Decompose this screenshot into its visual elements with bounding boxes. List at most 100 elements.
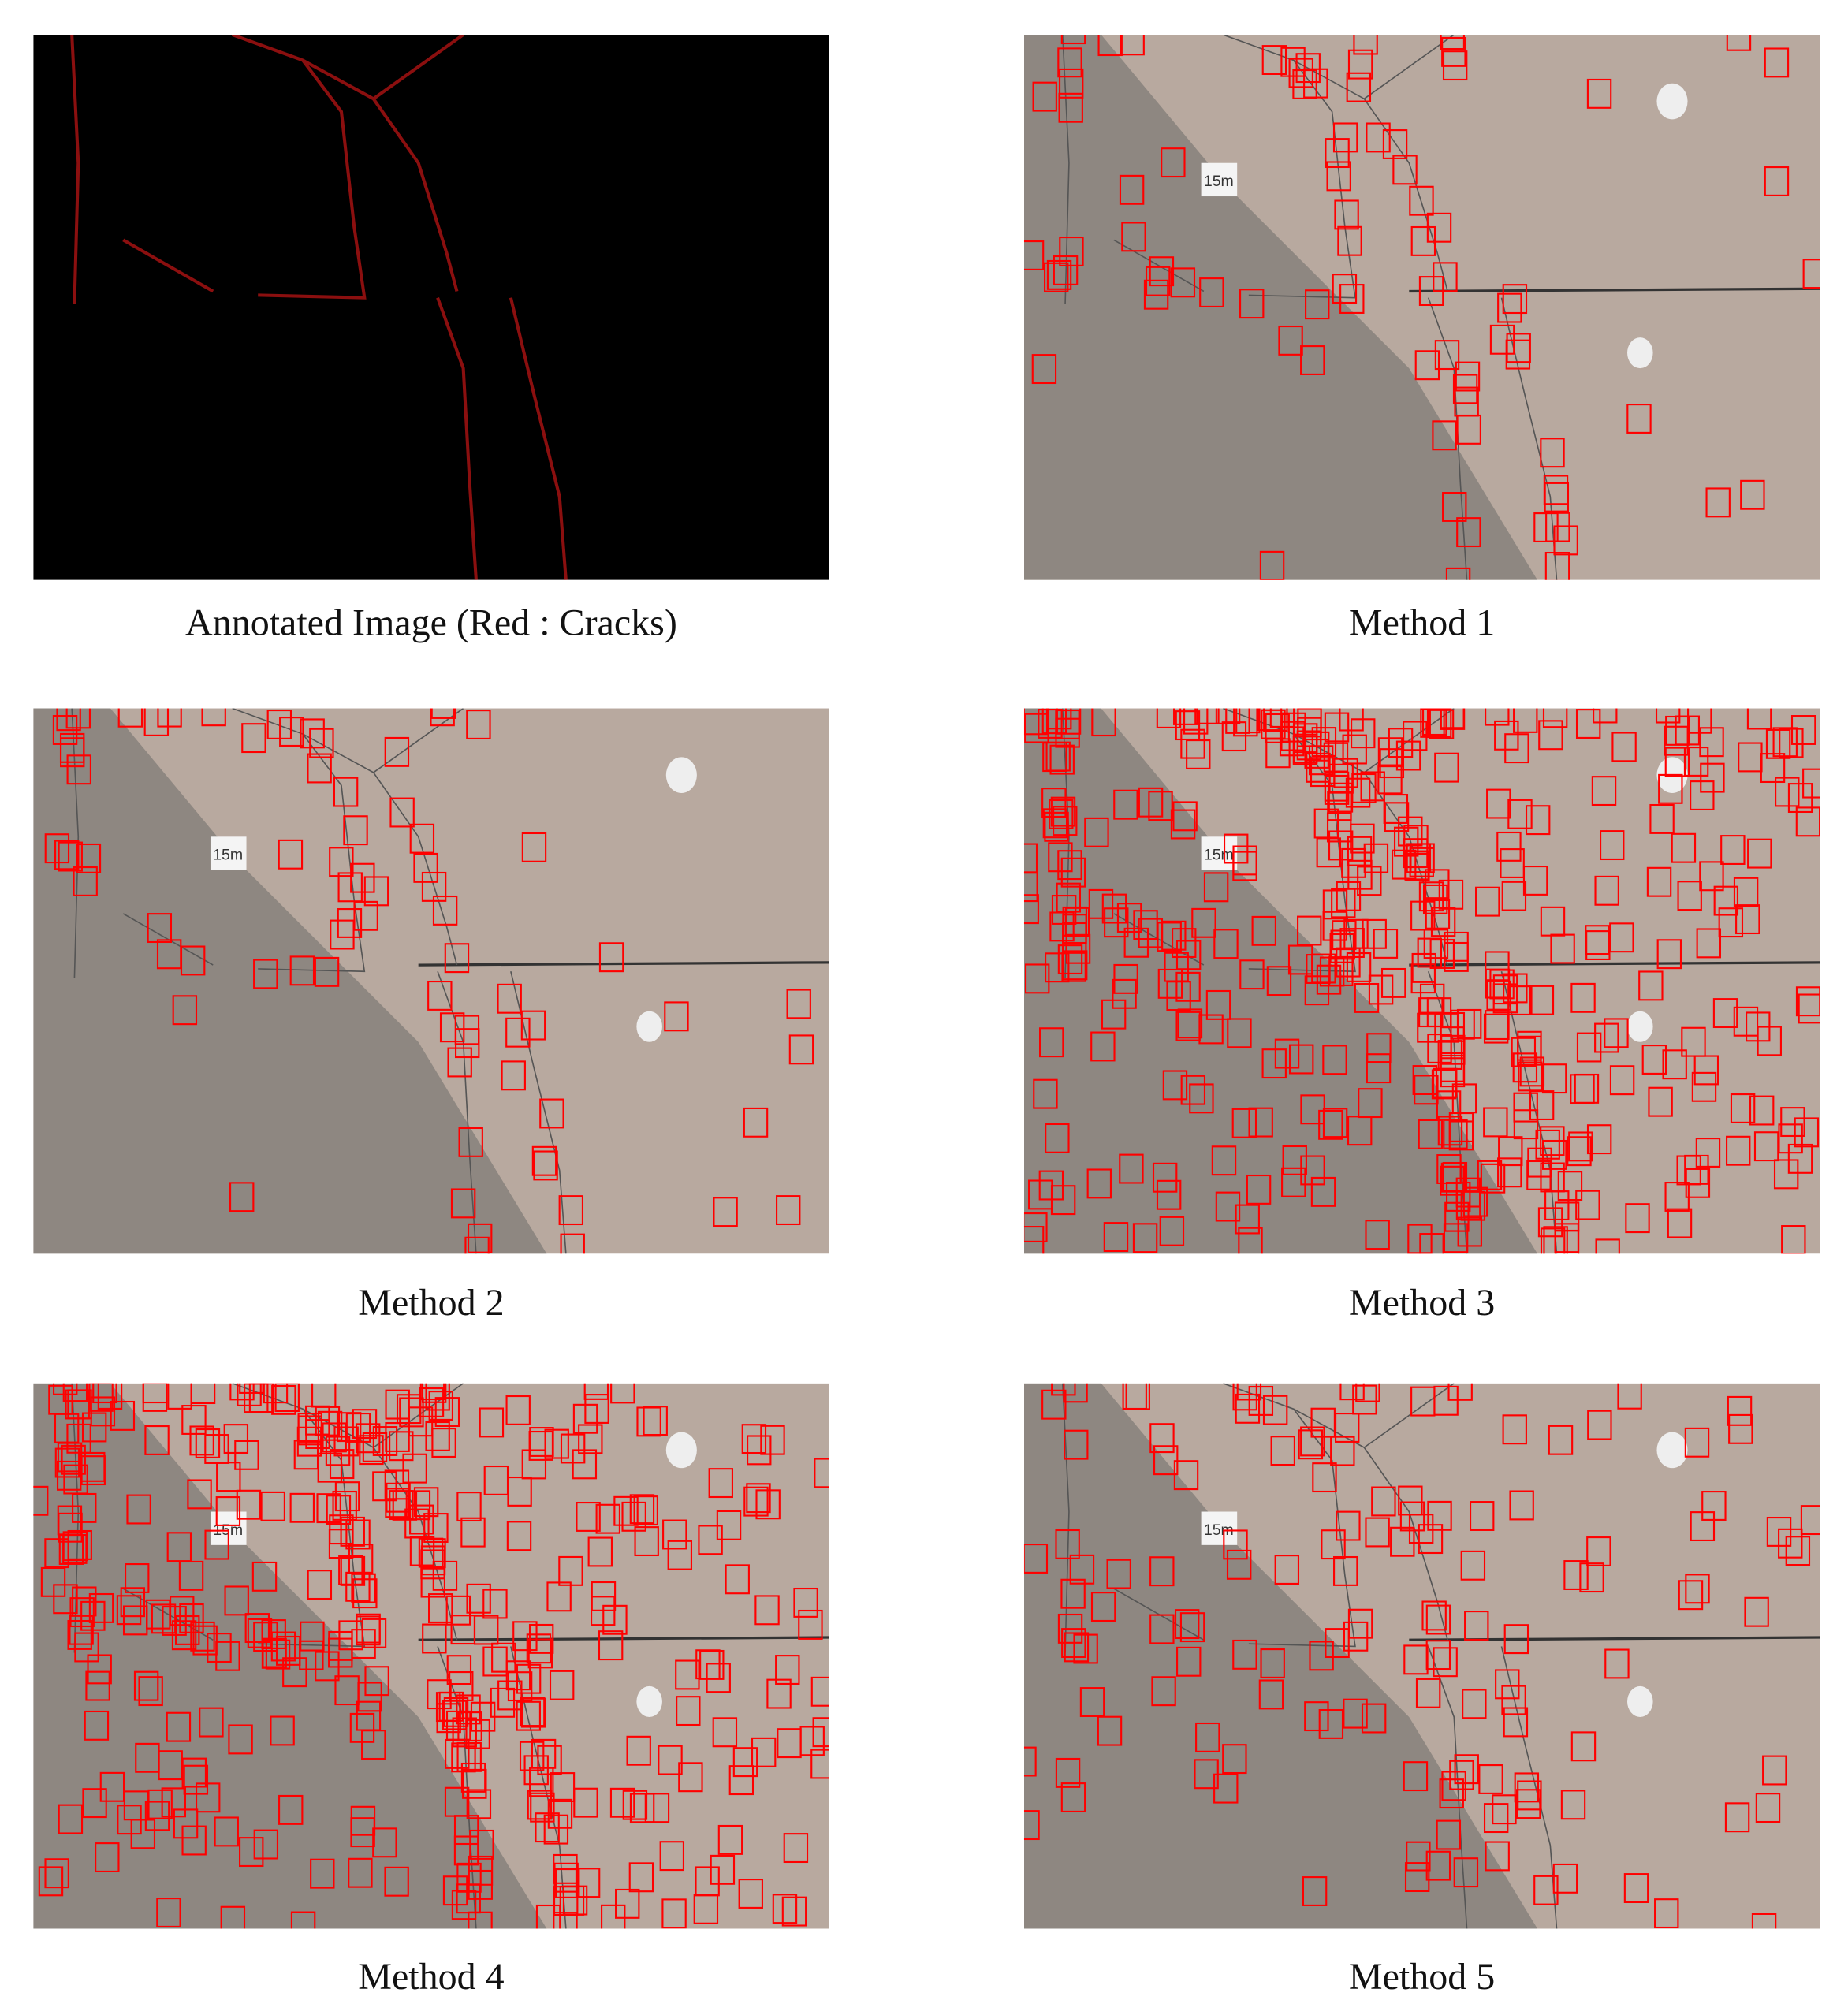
detection-box bbox=[1540, 1126, 1565, 1156]
detection-box bbox=[1304, 1701, 1329, 1732]
panel: 15m bbox=[1023, 708, 1820, 1254]
detection-box bbox=[1744, 1596, 1769, 1627]
detection-box bbox=[746, 1483, 771, 1514]
detection-box bbox=[1023, 843, 1038, 873]
detection-box bbox=[1733, 877, 1759, 907]
detection-box bbox=[1322, 889, 1348, 920]
detection-box bbox=[1544, 1190, 1570, 1220]
detection-box bbox=[544, 1428, 569, 1459]
detection-box bbox=[420, 1545, 446, 1576]
detection-box bbox=[1730, 1093, 1756, 1123]
detection-box bbox=[430, 708, 456, 719]
detection-box bbox=[576, 1501, 601, 1532]
detection-box bbox=[760, 1425, 785, 1455]
detection-box bbox=[1727, 1395, 1753, 1426]
detection-box bbox=[1189, 1083, 1214, 1114]
detection-box bbox=[1522, 865, 1548, 896]
detection-box bbox=[1693, 1055, 1719, 1086]
detection-box bbox=[501, 1060, 526, 1091]
detection-box bbox=[633, 1495, 658, 1526]
detection-box bbox=[1439, 1778, 1464, 1809]
detection-box bbox=[74, 1632, 99, 1663]
detection-box bbox=[1485, 708, 1510, 726]
detection-box bbox=[389, 797, 415, 828]
detection-box bbox=[598, 942, 624, 973]
detection-box bbox=[507, 1671, 533, 1702]
detection-box bbox=[389, 1431, 414, 1462]
detection-box bbox=[326, 1495, 352, 1525]
detection-box bbox=[661, 1898, 687, 1929]
detection-box bbox=[1395, 740, 1421, 771]
detection-box bbox=[1440, 708, 1466, 730]
detection-box bbox=[56, 708, 81, 732]
detection-box bbox=[531, 1145, 557, 1176]
detection-box bbox=[505, 1017, 531, 1048]
detection-box bbox=[1300, 1155, 1325, 1186]
detection-box bbox=[453, 1835, 479, 1866]
concrete-dark bbox=[1023, 1383, 1538, 1929]
detection-box bbox=[334, 1675, 360, 1706]
detection-box bbox=[469, 1829, 494, 1860]
detection-box bbox=[527, 1790, 553, 1820]
detection-box bbox=[553, 1912, 578, 1929]
detection-box bbox=[1766, 1516, 1792, 1547]
detection-box bbox=[1445, 567, 1471, 580]
detection-box bbox=[1427, 1034, 1452, 1063]
detection-box bbox=[241, 723, 266, 754]
detection-box bbox=[1339, 284, 1365, 314]
detection-box bbox=[1156, 1179, 1182, 1210]
detection-box bbox=[1574, 1073, 1600, 1104]
detection-box bbox=[1248, 1107, 1273, 1138]
detection-box bbox=[1055, 1757, 1081, 1788]
detection-box bbox=[116, 1595, 142, 1626]
detection-box bbox=[166, 1711, 192, 1742]
detection-box bbox=[1350, 823, 1375, 854]
detection-box bbox=[519, 1741, 545, 1771]
detection-box bbox=[1407, 1224, 1433, 1254]
detection-box bbox=[717, 1824, 743, 1855]
detection-box bbox=[314, 956, 340, 987]
detection-box bbox=[741, 1424, 767, 1454]
detection-box bbox=[1337, 225, 1362, 256]
detection-box bbox=[1492, 974, 1518, 1005]
detection-box bbox=[598, 1630, 624, 1661]
white-object bbox=[665, 1432, 697, 1469]
detection-box bbox=[497, 1680, 523, 1711]
detection-box bbox=[451, 1742, 476, 1773]
detection-box bbox=[526, 1633, 552, 1664]
detection-box bbox=[1251, 915, 1276, 946]
panel-image: 15m bbox=[1023, 34, 1820, 580]
detection-box bbox=[1330, 1436, 1355, 1466]
detection-box bbox=[431, 1428, 456, 1458]
detection-box bbox=[772, 1894, 798, 1924]
detection-box bbox=[425, 1383, 450, 1411]
detection-box bbox=[1517, 1035, 1542, 1066]
detection-box bbox=[1426, 708, 1452, 739]
detection-box bbox=[1149, 1614, 1175, 1644]
detection-box bbox=[125, 1563, 150, 1593]
detection-box bbox=[1570, 1731, 1597, 1762]
detection-box bbox=[1798, 993, 1820, 1024]
detection-box bbox=[1764, 166, 1790, 196]
detection-box bbox=[1543, 475, 1569, 505]
detection-box bbox=[1415, 1678, 1441, 1708]
detection-box bbox=[520, 1010, 546, 1041]
detection-box bbox=[1489, 324, 1515, 355]
detection-box bbox=[349, 1712, 375, 1743]
detection-box bbox=[1391, 849, 1417, 880]
detection-box bbox=[1699, 727, 1724, 758]
detection-box bbox=[1540, 438, 1565, 468]
detection-box bbox=[1041, 708, 1067, 735]
crack bbox=[1248, 1408, 1356, 1648]
detection-box bbox=[628, 1862, 654, 1893]
detection-box bbox=[244, 1613, 270, 1644]
detection-box bbox=[1513, 1109, 1539, 1140]
detection-box bbox=[1347, 49, 1373, 80]
detection-box bbox=[1425, 1850, 1451, 1881]
detection-box bbox=[1502, 284, 1528, 315]
detection-box bbox=[1700, 762, 1725, 793]
detection-box bbox=[1795, 806, 1820, 837]
detection-box bbox=[1462, 1186, 1488, 1217]
detection-box bbox=[699, 1649, 725, 1680]
detection-box bbox=[1091, 708, 1116, 737]
